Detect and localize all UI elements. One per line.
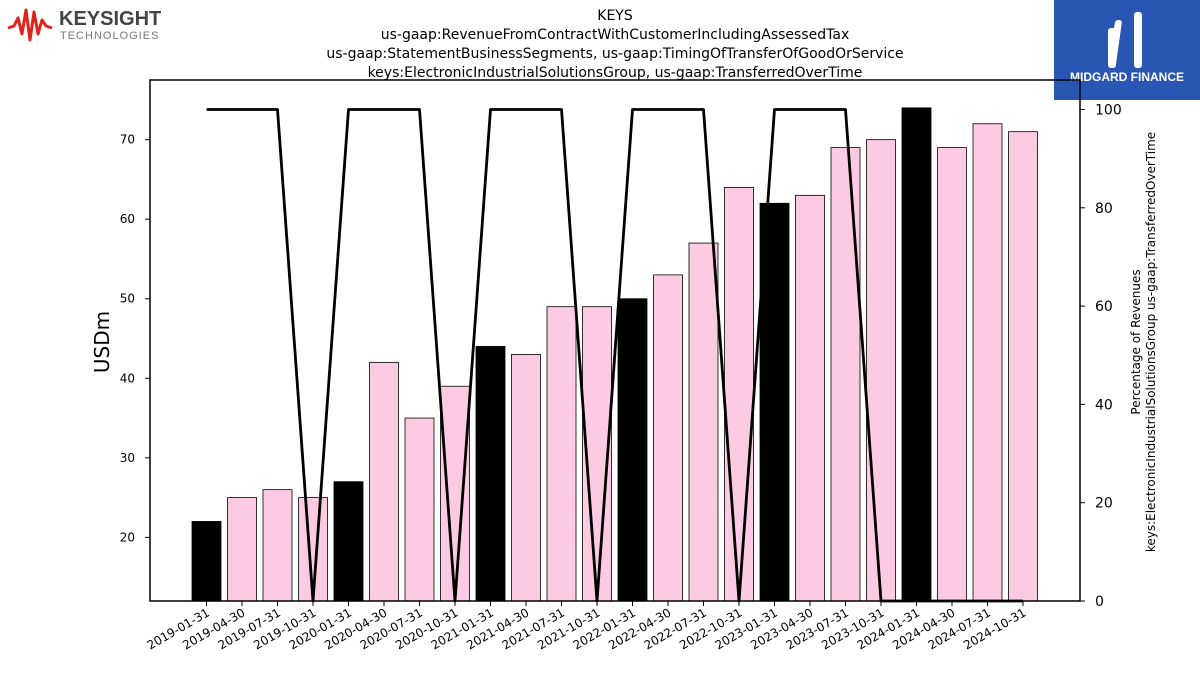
plot-frame [149,79,1081,602]
midgard-emblem-icon [1108,12,1142,68]
bar [404,417,435,602]
y2-tick-label: 40 [1095,397,1113,413]
bar [227,497,257,602]
bar [653,274,683,602]
bar [1008,131,1038,602]
y-tick-label: 50 [120,292,135,306]
chart-title-line: us-gaap:StatementBusinessSegments, us-ga… [326,46,904,62]
bar [475,346,506,602]
bar [191,521,222,602]
y-axis-label: USDm [90,311,114,373]
y2-tick-label: 100 [1095,102,1122,118]
bar [937,147,967,602]
midgard-wordmark: MIDGARD FINANCE [1070,70,1184,84]
bar [972,123,1003,602]
bar [901,107,932,602]
bar [546,306,577,602]
y2-tick-label: 0 [1095,594,1104,610]
y2-axis-label: keys:ElectronicIndustrialSolutionsGroup … [1144,132,1158,552]
keysight-sub-wordmark: TECHNOLOGIES [60,30,159,42]
bar [795,194,825,602]
y-tick-label: 40 [120,371,135,385]
bar [866,139,896,602]
bar [369,361,399,602]
percentage-line [206,108,1023,603]
keysight-wave-icon [7,8,53,42]
bar [830,147,861,602]
bar [333,481,364,602]
bar [688,242,719,602]
y2-tick-label: 20 [1095,496,1113,512]
bar [262,489,293,602]
keysight-wordmark: KEYSIGHT [59,8,161,30]
bar [617,298,648,602]
chart-title: KEYS us-gaap:RevenueFromContractWithCust… [265,7,965,83]
y2-tick-label: 80 [1095,201,1113,217]
chart-title-line: keys:ElectronicIndustrialSolutionsGroup,… [367,65,863,81]
chart-title-line: us-gaap:RevenueFromContractWithCustomerI… [380,27,850,43]
y2-tick-label: 60 [1095,299,1113,315]
bar [759,202,790,602]
y-tick-label: 30 [120,451,135,465]
y-tick-label: 20 [120,530,135,544]
chart-title-line: KEYS [597,8,633,24]
keysight-logo: KEYSIGHT TECHNOLOGIES [7,8,161,42]
y2-axis-label: Percentage of Revenues [1129,269,1143,414]
y-tick-label: 70 [120,133,135,147]
bar [724,186,754,602]
y-tick-label: 60 [120,212,135,226]
midgard-logo: MIDGARD FINANCE [1054,0,1200,100]
bar [511,354,541,602]
bar [440,385,470,602]
